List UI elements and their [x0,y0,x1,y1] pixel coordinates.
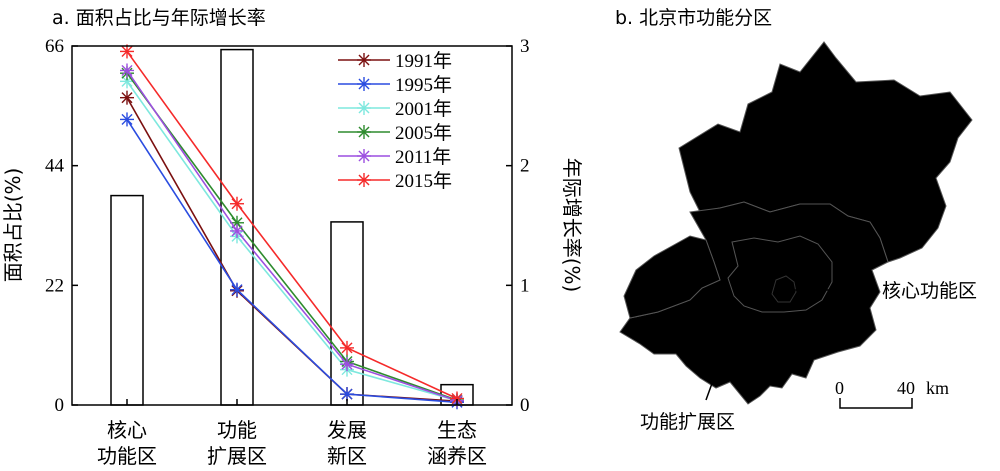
bar-group [110,48,474,406]
map-panel: b. 北京市功能分区 生态涵养区 发展新区 核心功能区 功能扩展区 0 40 k… [615,7,977,433]
legend-entry: 1995年 [395,74,452,96]
chart-axes: 0 22 44 66 0 1 2 3 核心功能区 功能扩展区 发展新区 生态涵养区 [45,36,530,468]
map-region-core [771,275,797,303]
data-point [230,196,244,211]
legend-entry: 2011年 [395,146,451,168]
x-tick-label: 涵养区 [427,444,487,468]
series-line-2011年 [126,70,458,402]
map-label-extension: 功能扩展区 [640,411,735,433]
legend-marker [357,125,371,139]
legend-marker [357,101,371,115]
y-left-tick-label: 44 [45,156,65,177]
x-tick-label: 生态 [437,418,477,442]
bar-核心功能区 [110,194,144,406]
map-label-core: 核心功能区 [882,280,977,302]
series-line-1995年 [126,118,458,404]
y-left-tick-label: 22 [45,275,64,296]
map-region-ecological-west [623,235,721,319]
map-title: b. 北京市功能分区 [615,7,772,29]
data-point [120,63,134,78]
data-point [120,44,134,59]
x-tick-label: 发展 [327,418,367,442]
map-label-ecological: 生态涵养区 [781,135,876,157]
data-point [120,90,134,105]
y-right-tick-label: 2 [520,156,530,177]
legend-entry: 2001年 [395,98,452,120]
data-point [340,387,354,402]
chart-panel: a. 面积占比与年际增长率 0 22 44 66 0 1 2 3 核心功能区 功能扩展区 发展新区 生… [1,7,584,468]
legend-entry: 2005年 [395,122,452,144]
legend-marker [357,53,371,67]
leader-line-extension [705,305,741,401]
data-point [340,340,354,355]
series-line-2015年 [126,50,458,400]
y-left-tick-label: 0 [55,395,65,416]
legend-marker [357,173,371,187]
scale-end: 40 [897,378,915,398]
scale-unit: km [926,378,949,398]
plot-frame [71,45,513,406]
legend-entry: 2015年 [395,170,452,192]
series-line-2001年 [126,80,458,402]
x-tick-label: 核心 [107,418,147,442]
data-point [120,112,134,127]
chart-title: a. 面积占比与年际增长率 [52,7,266,29]
legend-marker [357,149,371,163]
y-right-tick-label: 0 [520,395,530,416]
x-tick-label: 功能 [217,418,257,442]
data-point [340,357,354,372]
x-tick-label: 功能区 [97,444,157,468]
x-tick-label: 新区 [327,444,367,468]
map-label-development: 发展新区 [708,215,784,237]
y-axis-left-label: 面积占比(%) [1,168,25,283]
data-point [230,223,244,238]
y-left-tick-label: 66 [45,36,64,57]
legend-marker [357,77,371,91]
legend-entry: 1991年 [395,50,452,72]
bar-发展新区 [330,221,364,406]
series-line-2005年 [126,72,458,401]
map-region-extension [727,235,833,313]
y-axis-right-label: 年际增长率(%) [560,158,584,293]
scale-start: 0 [835,378,844,398]
x-tick-label: 扩展区 [207,444,267,468]
y-right-tick-label: 1 [520,275,530,296]
data-point [230,282,244,297]
scale-bar: 0 40 km [835,378,949,409]
y-right-tick-label: 3 [520,36,530,57]
